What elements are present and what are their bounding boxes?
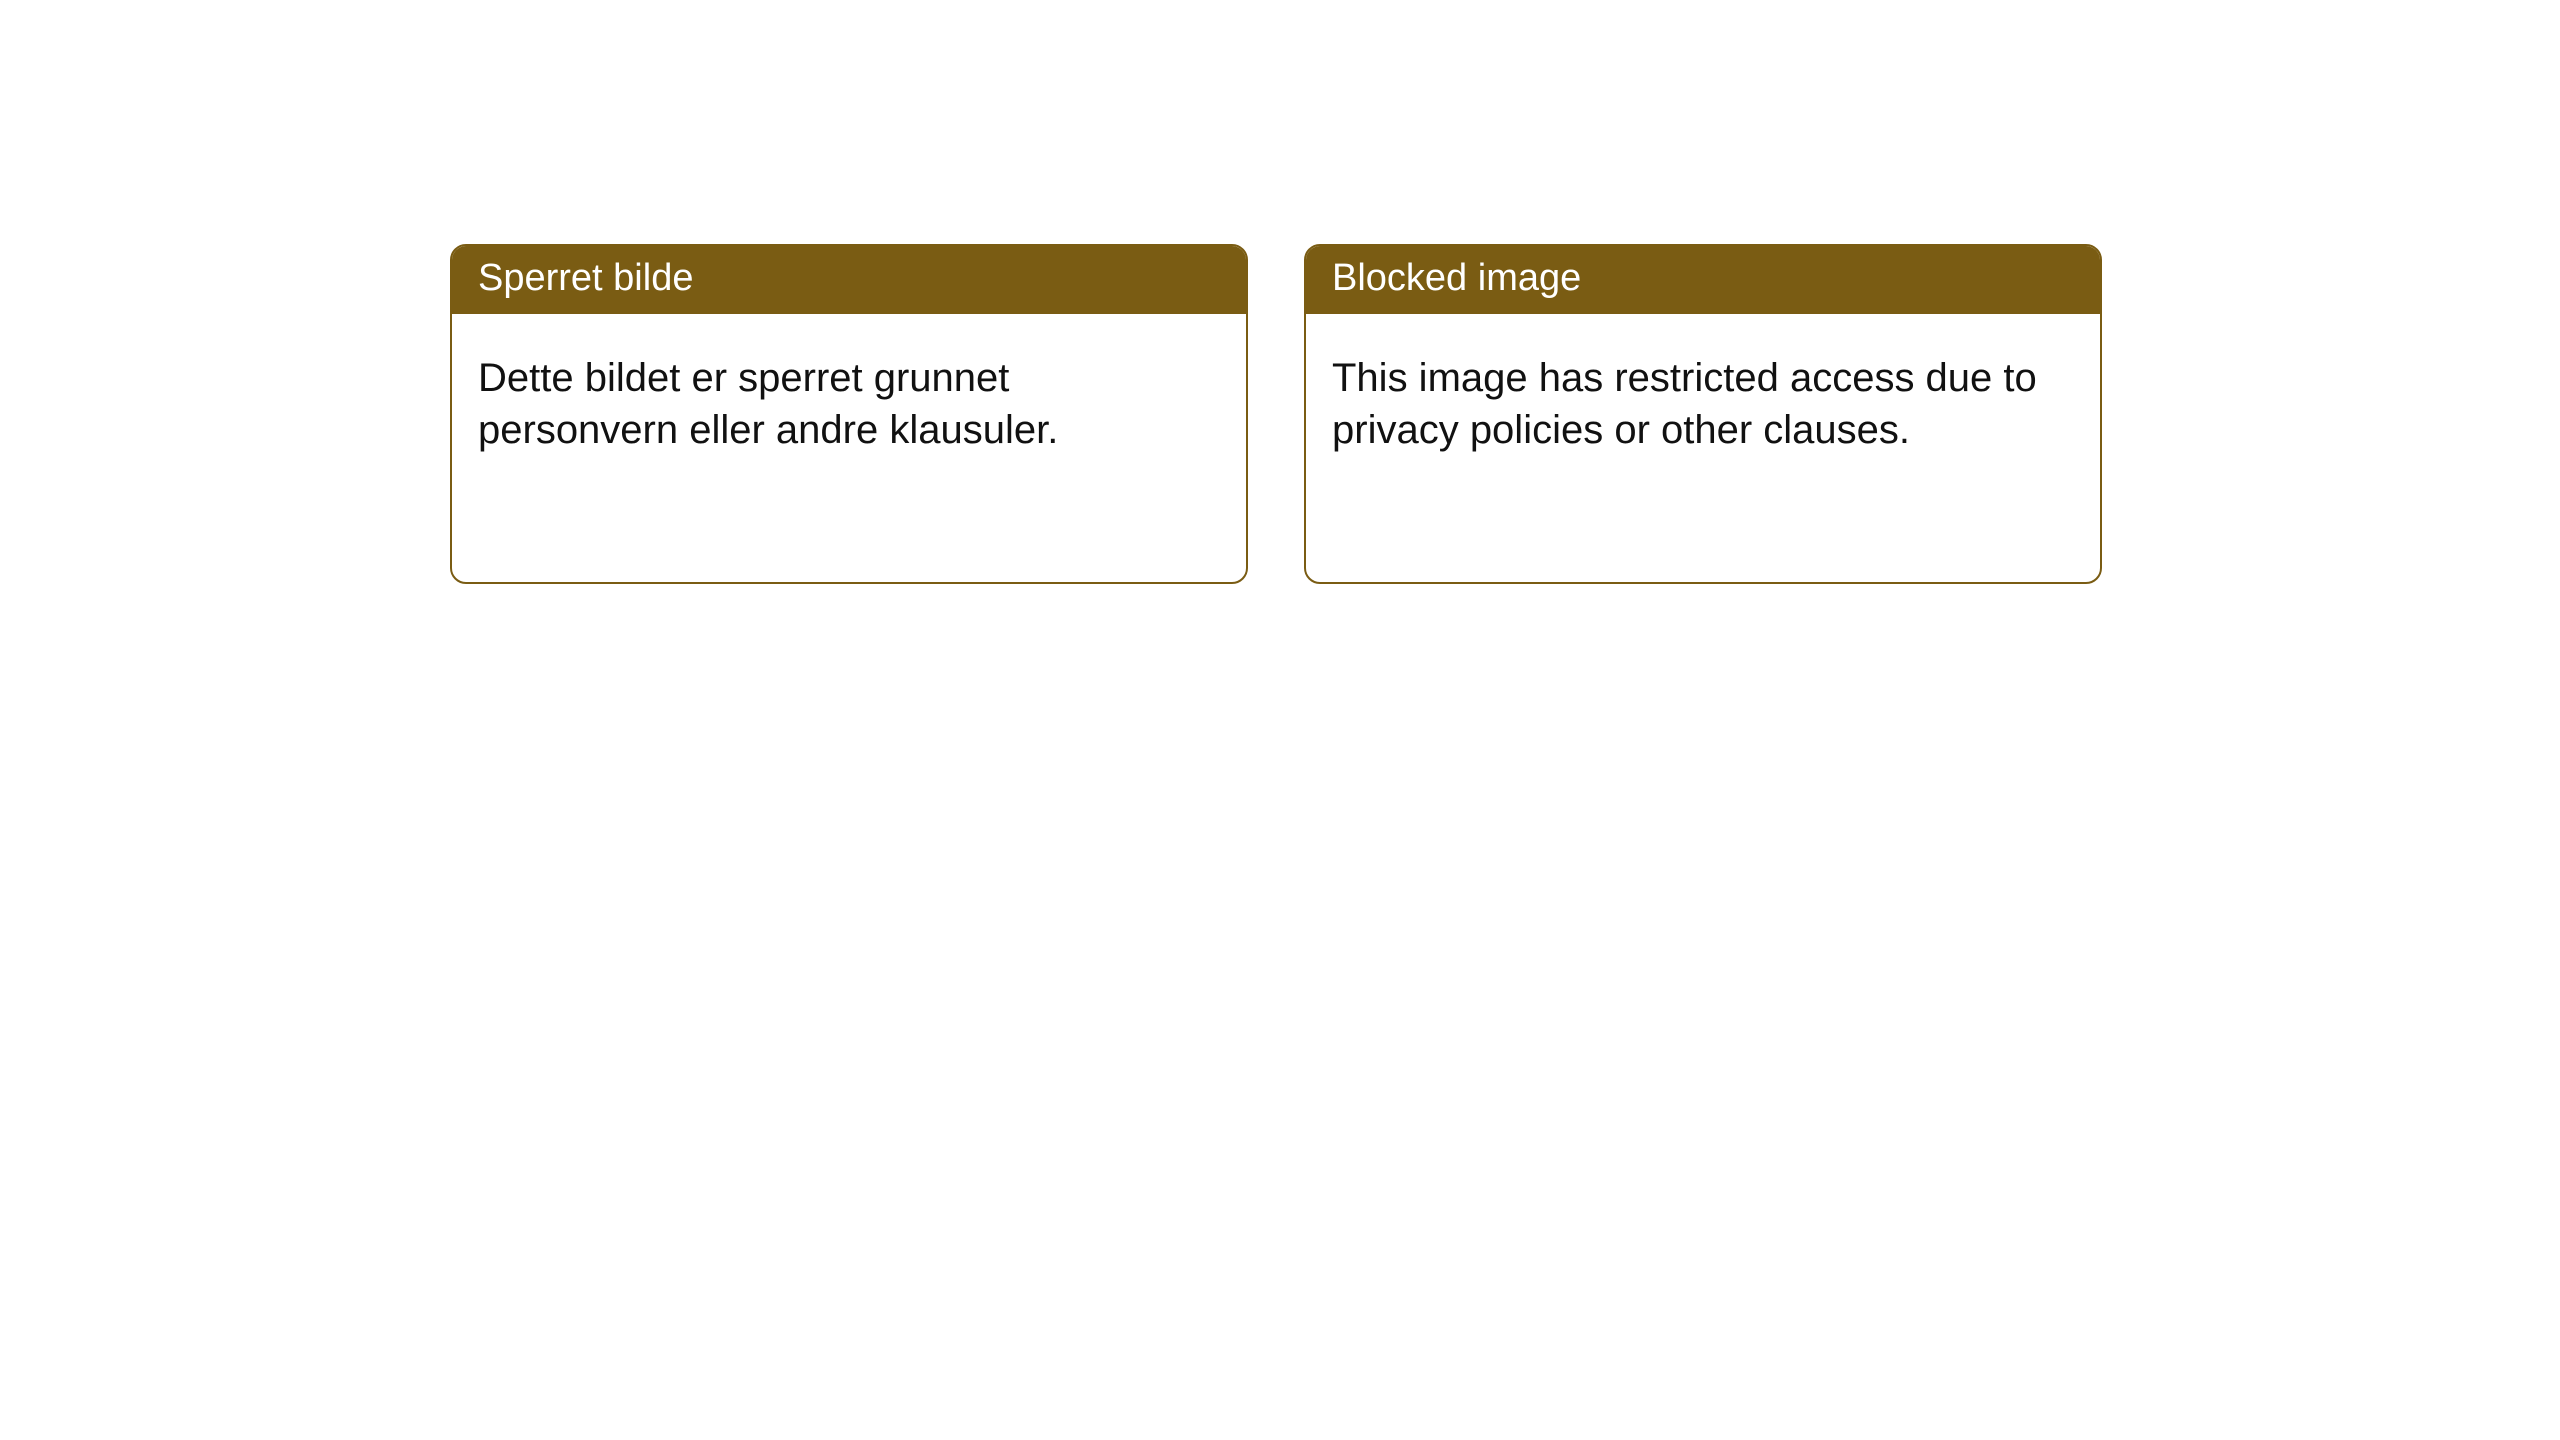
notice-card-english: Blocked image This image has restricted … [1304,244,2102,584]
notice-container: Sperret bilde Dette bildet er sperret gr… [450,244,2102,584]
notice-message: Dette bildet er sperret grunnet personve… [478,356,1058,452]
notice-body: Dette bildet er sperret grunnet personve… [452,314,1246,582]
notice-header: Blocked image [1306,246,2100,314]
notice-message: This image has restricted access due to … [1332,356,2037,452]
notice-header: Sperret bilde [452,246,1246,314]
notice-title: Blocked image [1332,257,1581,299]
notice-card-norwegian: Sperret bilde Dette bildet er sperret gr… [450,244,1248,584]
notice-title: Sperret bilde [478,257,693,299]
notice-body: This image has restricted access due to … [1306,314,2100,582]
